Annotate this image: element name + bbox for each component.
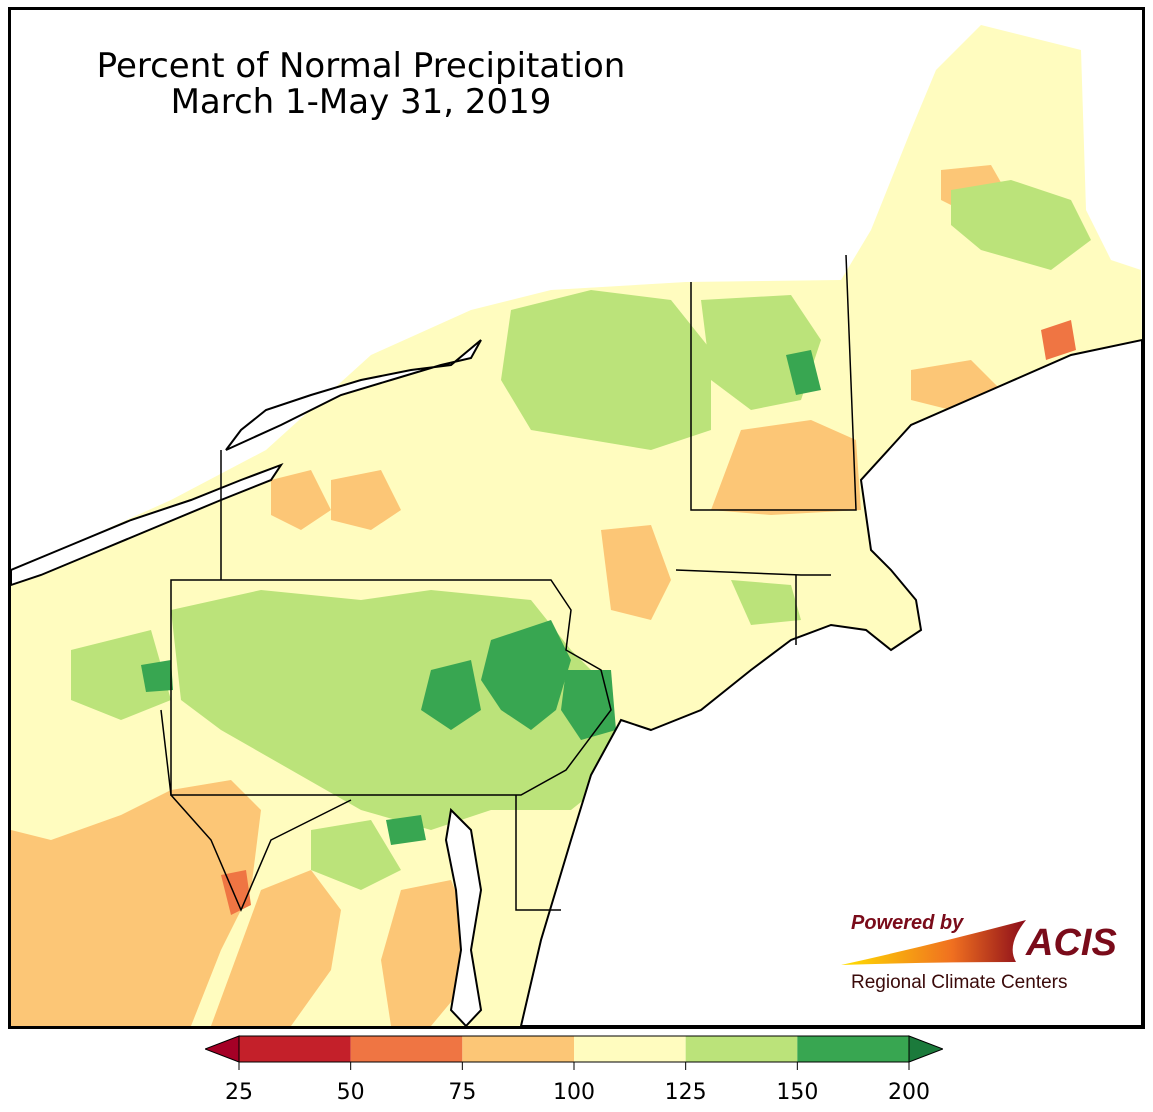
dry-area-southwest (11, 780, 261, 1026)
dry-area-delmarva (381, 880, 471, 1026)
legend-bin-150-200 (797, 1036, 909, 1062)
wet-area-connecticut (731, 580, 801, 625)
logo-swoosh (841, 920, 1026, 965)
legend-bin-125-150 (685, 1036, 798, 1062)
land-region (11, 25, 1142, 1026)
very-wet-area-central-pa (421, 660, 481, 730)
nh-me-border (751, 254, 857, 511)
legend-tick-label: 50 (336, 1080, 365, 1105)
wet-area-maine (951, 180, 1091, 270)
wet-area-north-ny (501, 290, 711, 450)
lake-ontario (225, 339, 482, 451)
map-frame: Percent of Normal Precipitation March 1-… (8, 7, 1145, 1029)
title-line-1: Percent of Normal Precipitation (96, 46, 626, 86)
legend-bin-75-100 (462, 1036, 574, 1062)
vt-nh-border (690, 282, 751, 511)
legend-colorbar (203, 1035, 945, 1070)
ocean (519, 338, 1142, 1026)
title-line-2: March 1-May 31, 2019 (170, 82, 552, 122)
very-wet-area-vermont (786, 350, 821, 395)
wet-area-ohio (71, 630, 171, 720)
de-border (515, 795, 561, 911)
legend-bin-25-50 (239, 1036, 351, 1062)
legend-tick-label: 125 (664, 1080, 707, 1105)
very-wet-area-east-pa (481, 620, 571, 730)
logo-powered-by: Powered by (851, 912, 964, 934)
legend-tick-label: 25 (225, 1080, 253, 1105)
dry-area-new-hampshire (711, 420, 861, 515)
dry-area-hudson (601, 525, 671, 620)
ma-ct-border (675, 569, 831, 576)
pa-border (170, 579, 612, 796)
logo-subtitle: Regional Climate Centers (851, 972, 1068, 993)
wv-border (160, 709, 352, 912)
legend-tick-label: 100 (553, 1080, 595, 1105)
very-dry-area-maine (1041, 320, 1076, 360)
dry-area-central-ny (331, 470, 401, 530)
chesapeake-bay (444, 807, 483, 1026)
water-bodies (11, 338, 1142, 1026)
legend-bin-50-75 (350, 1036, 463, 1062)
legend-under-arrow (203, 1035, 240, 1063)
legend-over-arrow (908, 1035, 945, 1063)
state-borders (160, 254, 857, 912)
dry-area-virginia (211, 870, 341, 1026)
dry-area-west-ny (271, 470, 331, 530)
precipitation-map (11, 25, 1142, 1026)
legend-bin-100-125 (574, 1036, 686, 1062)
map-title: Percent of Normal Precipitation March 1-… (11, 48, 711, 120)
very-wet-area-ohio (141, 660, 173, 692)
acis-logo: Powered by ACIS Regional Climate Centers (841, 910, 1121, 1002)
color-legend: 25 50 75 100 125 150 200 (203, 1034, 945, 1110)
logo-acis-name: ACIS (1026, 922, 1117, 964)
lake-erie (11, 462, 284, 587)
legend-tick-label: 75 (448, 1080, 477, 1105)
very-wet-area-maryland (386, 815, 426, 845)
very-wet-areas (141, 350, 821, 845)
legend-tick-label: 200 (888, 1080, 930, 1105)
wet-area-vermont (701, 295, 821, 410)
wet-area-virginia (311, 820, 401, 890)
legend-tick-label: 150 (776, 1080, 819, 1105)
